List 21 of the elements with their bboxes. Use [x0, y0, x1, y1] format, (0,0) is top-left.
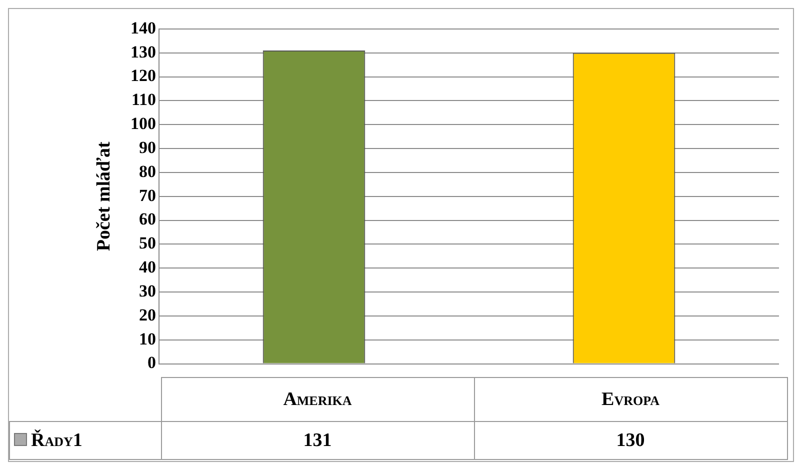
y-tick-label: 40 — [139, 258, 156, 277]
y-tick-label: 50 — [139, 234, 156, 253]
text: Řady1 — [31, 430, 82, 450]
y-tick-label: 70 — [139, 186, 156, 205]
x-tick-label: Amerika — [161, 378, 474, 422]
y-tick-label: 20 — [139, 305, 156, 324]
y-tick-label: 120 — [130, 66, 156, 86]
y-axis-title: Počet mláďat — [93, 141, 114, 252]
y-tick-label: 80 — [139, 162, 156, 181]
y-tick-label: 140 — [130, 18, 156, 38]
y-tick-label: 30 — [139, 281, 156, 300]
y-tick-label: 60 — [139, 210, 156, 229]
y-tick-label: 100 — [130, 114, 156, 134]
y-tick-label: 130 — [130, 42, 156, 62]
data-label: 130 — [474, 422, 787, 460]
y-tick-label: 10 — [139, 329, 156, 348]
y-tick-label: 90 — [139, 138, 156, 157]
x-tick-label: Evropa — [474, 378, 787, 422]
data-label: 131 — [161, 422, 474, 460]
y-tick-label: 110 — [131, 90, 156, 110]
y-tick-label: 0 — [148, 353, 156, 372]
